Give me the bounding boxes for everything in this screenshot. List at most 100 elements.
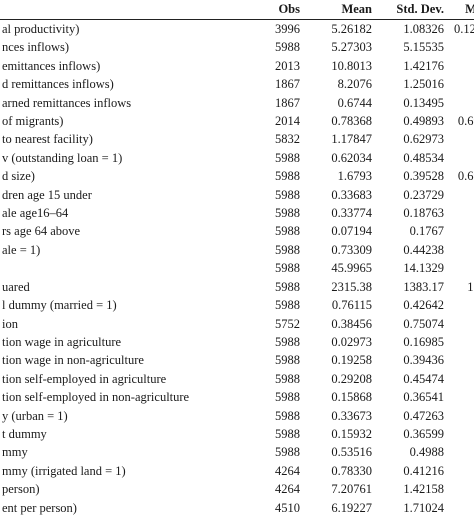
mean-cell: 0.29208 xyxy=(300,370,372,388)
min-cell: 0.693 xyxy=(444,112,474,130)
std-dev-cell: 0.48534 xyxy=(372,149,444,167)
variable-cell: al productivity) xyxy=(0,20,252,39)
std-dev-cell: 1.25016 xyxy=(372,75,444,93)
obs-cell: 4264 xyxy=(252,480,300,498)
mean-cell: 45.9965 xyxy=(300,259,372,277)
obs-cell: 5988 xyxy=(252,149,300,167)
min-cell: 0 xyxy=(444,186,474,204)
mean-cell: 5.27303 xyxy=(300,38,372,56)
min-cell: 0 xyxy=(444,75,474,93)
mean-cell: 7.20761 xyxy=(300,480,372,498)
min-cell: 0 xyxy=(444,462,474,480)
obs-cell: 2013 xyxy=(252,57,300,75)
obs-cell: 2014 xyxy=(252,112,300,130)
obs-cell: 5988 xyxy=(252,204,300,222)
std-dev-cell: 0.1767 xyxy=(372,222,444,240)
std-dev-cell: 0.62973 xyxy=(372,130,444,148)
mean-cell: 5.26182 xyxy=(300,20,372,39)
header-std-dev: Std. Dev. xyxy=(372,0,444,20)
min-cell: 0 xyxy=(444,407,474,425)
std-dev-cell: 1.42176 xyxy=(372,57,444,75)
std-dev-cell: 0.42642 xyxy=(372,296,444,314)
min-cell: 0 xyxy=(444,241,474,259)
variable-cell: tion wage in agriculture xyxy=(0,333,252,351)
variable-cell: t dummy xyxy=(0,425,252,443)
min-cell: 0 xyxy=(444,57,474,75)
obs-cell: 5988 xyxy=(252,186,300,204)
std-dev-cell: 5.15535 xyxy=(372,38,444,56)
mean-cell: 0.07194 xyxy=(300,222,372,240)
obs-cell: 5988 xyxy=(252,296,300,314)
variable-cell: d remittances inflows) xyxy=(0,75,252,93)
obs-cell: 5988 xyxy=(252,388,300,406)
obs-cell: 4264 xyxy=(252,462,300,480)
mean-cell: 0.62034 xyxy=(300,149,372,167)
mean-cell: 8.2076 xyxy=(300,75,372,93)
min-value: 121 xyxy=(467,278,474,296)
mean-cell: 0.19258 xyxy=(300,351,372,369)
variable-cell: dren age 15 under xyxy=(0,186,252,204)
mean-cell: 0.15868 xyxy=(300,388,372,406)
min-cell: 0 xyxy=(444,333,474,351)
variable-cell: ale = 1) xyxy=(0,241,252,259)
std-dev-cell: 0.18763 xyxy=(372,204,444,222)
mean-cell: 0.73309 xyxy=(300,241,372,259)
std-dev-cell: 0.47263 xyxy=(372,407,444,425)
obs-cell: 5988 xyxy=(252,278,300,296)
min-cell: 0 xyxy=(444,443,474,461)
min-cell: 0 xyxy=(444,222,474,240)
min-cell: 0 xyxy=(444,204,474,222)
min-cell: 0 xyxy=(444,296,474,314)
min-cell: 0 xyxy=(444,425,474,443)
min-cell: 0 xyxy=(444,351,474,369)
variable-cell: y (urban = 1) xyxy=(0,407,252,425)
variable-cell: uared xyxy=(0,278,252,296)
variable-cell: rs age 64 above xyxy=(0,222,252,240)
variable-cell: nces inflows) xyxy=(0,38,252,56)
variable-cell: l dummy (married = 1) xyxy=(0,296,252,314)
min-cell: 11 xyxy=(444,259,474,277)
std-dev-cell: 0.4988 xyxy=(372,443,444,461)
variable-cell: tion self-employed in non-agriculture xyxy=(0,388,252,406)
std-dev-cell: 0.16985 xyxy=(372,333,444,351)
obs-cell: 5988 xyxy=(252,167,300,185)
obs-cell: 5988 xyxy=(252,333,300,351)
min-cell: 0 xyxy=(444,480,474,498)
mean-cell: 10.8013 xyxy=(300,57,372,75)
variable-cell: person) xyxy=(0,480,252,498)
min-cell: 0 xyxy=(444,38,474,56)
std-dev-cell: 0.45474 xyxy=(372,370,444,388)
variable-cell: arned remittances inflows xyxy=(0,94,252,112)
mean-cell: 0.38456 xyxy=(300,315,372,333)
variable-cell: d size) xyxy=(0,167,252,185)
min-cell: 0.1229 xyxy=(444,20,474,39)
std-dev-cell: 0.36541 xyxy=(372,388,444,406)
std-dev-cell: 1.71024 xyxy=(372,499,444,517)
std-dev-cell: 0.39436 xyxy=(372,351,444,369)
obs-cell: 5832 xyxy=(252,130,300,148)
mean-cell: 2315.38 xyxy=(300,278,372,296)
mean-cell: 0.78330 xyxy=(300,462,372,480)
variable-cell: tion self-employed in agriculture xyxy=(0,370,252,388)
